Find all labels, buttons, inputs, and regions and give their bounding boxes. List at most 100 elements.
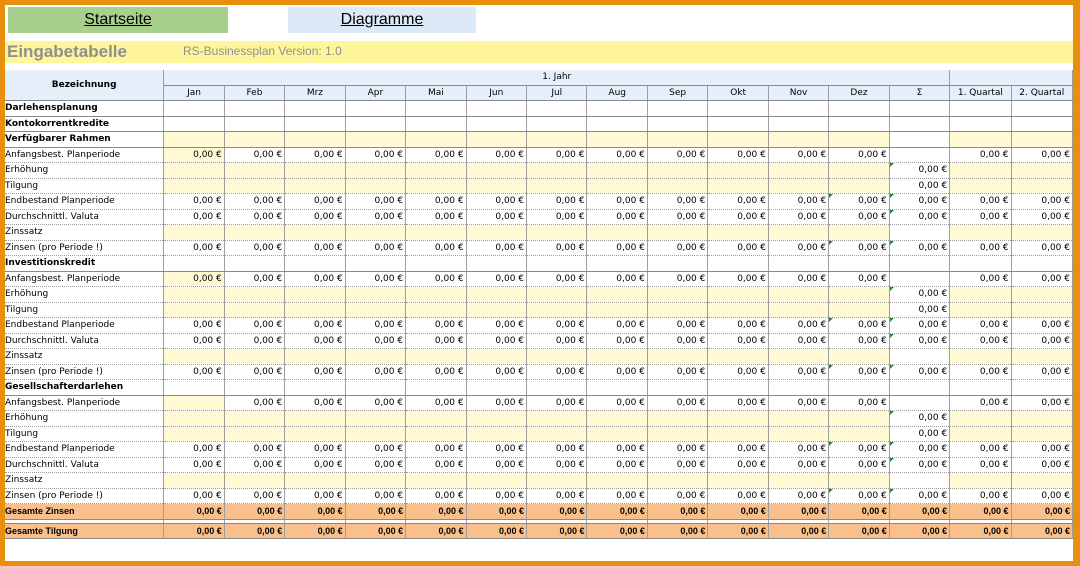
cell-apr[interactable] — [345, 426, 407, 442]
cell-aug[interactable]: 0,00 € — [586, 333, 648, 349]
cell-nov[interactable]: 0,00 € — [768, 457, 830, 473]
cell-jun[interactable]: 0,00 € — [466, 457, 528, 473]
total-cell[interactable]: 0,00 € — [768, 523, 830, 539]
cell-quarter-1[interactable]: 0,00 € — [949, 317, 1012, 334]
cell-feb[interactable]: 0,00 € — [224, 147, 286, 163]
cell-quarter-1[interactable] — [949, 348, 1012, 365]
cell-jun[interactable] — [466, 426, 528, 442]
cell-dez[interactable]: 0,00 € — [828, 193, 890, 210]
cell-jul[interactable]: 0,00 € — [526, 193, 588, 210]
total-cell[interactable]: 0,00 € — [284, 523, 346, 539]
cell-aug[interactable]: 0,00 € — [586, 209, 648, 225]
cell-aug[interactable]: 0,00 € — [586, 364, 648, 380]
empty-cell[interactable] — [768, 116, 830, 132]
cell-mai[interactable]: 0,00 € — [405, 317, 467, 334]
empty-cell[interactable] — [889, 100, 951, 117]
cell-quarter-2[interactable]: 0,00 € — [1011, 193, 1073, 210]
cell-quarter-2[interactable] — [1011, 410, 1073, 427]
cell-jun[interactable]: 0,00 € — [466, 193, 528, 210]
cell-nov[interactable]: 0,00 € — [768, 193, 830, 210]
cell-mai[interactable]: 0,00 € — [405, 364, 467, 380]
cell-quarter-1[interactable]: 0,00 € — [949, 209, 1012, 225]
cell-nov[interactable]: 0,00 € — [768, 147, 830, 163]
cell-jun[interactable]: 0,00 € — [466, 271, 528, 287]
cell-quarter-2[interactable]: 0,00 € — [1011, 457, 1073, 473]
cell-mai[interactable] — [405, 286, 467, 303]
cell-aug[interactable] — [586, 178, 648, 194]
empty-cell[interactable] — [163, 100, 225, 117]
cell-quarter-1[interactable] — [949, 131, 1012, 148]
cell-quarter-2[interactable]: 0,00 € — [1011, 209, 1073, 225]
cell-mrz[interactable]: 0,00 € — [284, 457, 346, 473]
cell-jul[interactable] — [526, 131, 588, 148]
cell-mai[interactable] — [405, 348, 467, 365]
cell-sum[interactable]: 0,00 € — [889, 441, 951, 458]
cell-mai[interactable]: 0,00 € — [405, 209, 467, 225]
total-cell[interactable]: 0,00 € — [707, 503, 769, 520]
cell-jul[interactable] — [526, 410, 588, 427]
cell-sum[interactable]: 0,00 € — [889, 178, 951, 194]
cell-mai[interactable]: 0,00 € — [405, 193, 467, 210]
empty-cell[interactable] — [163, 379, 225, 396]
cell-apr[interactable] — [345, 131, 407, 148]
cell-dez[interactable] — [828, 178, 890, 194]
empty-cell[interactable] — [526, 379, 588, 396]
cell-apr[interactable] — [345, 348, 407, 365]
cell-jan[interactable]: 0,00 € — [163, 317, 225, 334]
total-cell[interactable]: 0,00 € — [526, 503, 588, 520]
cell-okt[interactable]: 0,00 € — [707, 193, 769, 210]
cell-apr[interactable]: 0,00 € — [345, 333, 407, 349]
empty-cell[interactable] — [889, 255, 951, 272]
cell-jan[interactable] — [163, 162, 225, 179]
cell-apr[interactable] — [345, 472, 407, 489]
cell-aug[interactable] — [586, 162, 648, 179]
cell-mrz[interactable] — [284, 162, 346, 179]
empty-cell[interactable] — [1011, 100, 1073, 117]
cell-sep[interactable] — [647, 302, 709, 318]
cell-nov[interactable]: 0,00 € — [768, 488, 830, 504]
cell-quarter-2[interactable] — [1011, 131, 1073, 148]
empty-cell[interactable] — [345, 255, 407, 272]
empty-cell[interactable] — [405, 379, 467, 396]
cell-aug[interactable] — [586, 348, 648, 365]
cell-mrz[interactable] — [284, 224, 346, 241]
cell-feb[interactable]: 0,00 € — [224, 364, 286, 380]
cell-okt[interactable] — [707, 302, 769, 318]
cell-sum[interactable]: 0,00 € — [889, 286, 951, 303]
cell-nov[interactable]: 0,00 € — [768, 333, 830, 349]
cell-jan[interactable] — [163, 302, 225, 318]
cell-apr[interactable]: 0,00 € — [345, 193, 407, 210]
cell-mrz[interactable]: 0,00 € — [284, 441, 346, 458]
empty-cell[interactable] — [768, 379, 830, 396]
cell-feb[interactable] — [224, 472, 286, 489]
empty-cell[interactable] — [466, 100, 528, 117]
cell-okt[interactable]: 0,00 € — [707, 147, 769, 163]
empty-cell[interactable] — [526, 100, 588, 117]
cell-nov[interactable] — [768, 426, 830, 442]
cell-aug[interactable] — [586, 302, 648, 318]
cell-nov[interactable]: 0,00 € — [768, 271, 830, 287]
cell-mrz[interactable] — [284, 426, 346, 442]
cell-mrz[interactable]: 0,00 € — [284, 395, 346, 411]
total-cell[interactable]: 0,00 € — [1011, 523, 1073, 539]
cell-aug[interactable]: 0,00 € — [586, 317, 648, 334]
cell-mai[interactable] — [405, 302, 467, 318]
cell-mai[interactable]: 0,00 € — [405, 457, 467, 473]
empty-cell[interactable] — [828, 379, 890, 396]
cell-quarter-1[interactable] — [949, 178, 1012, 194]
cell-sep[interactable] — [647, 131, 709, 148]
cell-jul[interactable]: 0,00 € — [526, 395, 588, 411]
cell-mrz[interactable]: 0,00 € — [284, 364, 346, 380]
empty-cell[interactable] — [828, 116, 890, 132]
cell-dez[interactable] — [828, 224, 890, 241]
cell-sum[interactable] — [889, 224, 951, 241]
cell-jan[interactable]: 0,00 € — [163, 240, 225, 256]
total-cell[interactable]: 0,00 € — [466, 503, 528, 520]
cell-nov[interactable] — [768, 162, 830, 179]
cell-dez[interactable]: 0,00 € — [828, 395, 890, 411]
cell-quarter-2[interactable] — [1011, 162, 1073, 179]
cell-okt[interactable] — [707, 348, 769, 365]
total-cell[interactable]: 0,00 € — [466, 523, 528, 539]
cell-quarter-1[interactable] — [949, 162, 1012, 179]
diagramme-link[interactable]: Diagramme — [288, 7, 476, 33]
